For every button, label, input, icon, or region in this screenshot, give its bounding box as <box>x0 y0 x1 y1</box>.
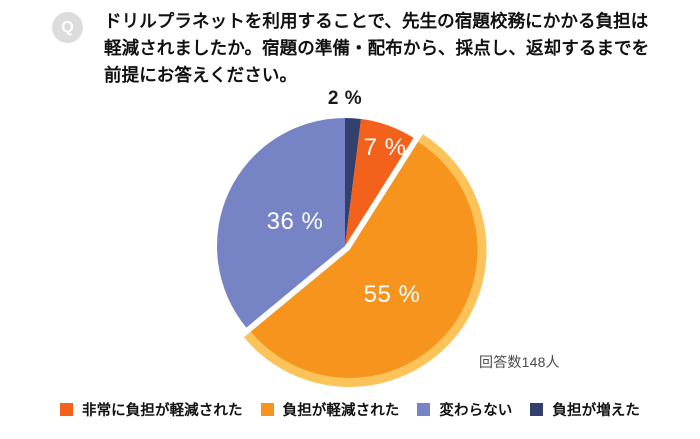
pie-slice-3[interactable] <box>216 118 345 328</box>
pie-slice-label-1: 7 % <box>363 134 407 161</box>
legend-swatch-icon-1 <box>59 402 73 416</box>
question-text: ドリルプラネットを利用することで、先生の宿題校務にかかる負担は 軽減されましたか… <box>104 11 650 85</box>
pie-slice-4[interactable] <box>345 118 362 246</box>
question-header: Q ドリルプラネットを利用することで、先生の宿題校務にかかる負担は 軽減されまし… <box>0 0 700 100</box>
legend-swatch-icon-3 <box>417 402 431 416</box>
legend-item-2[interactable]: 負担が軽減された <box>260 399 400 420</box>
pie-slice-label-2: 55 % <box>363 281 421 308</box>
legend-label-2: 負担が軽減された <box>282 402 400 419</box>
chart-legend: 非常に負担が軽減された 負担が軽減された 変わらない 負担が増えた <box>0 396 700 422</box>
legend-swatch-icon-2 <box>260 402 274 416</box>
pie-slices <box>216 118 487 387</box>
legend-item-1[interactable]: 非常に負担が軽減された <box>59 399 243 420</box>
legend-item-4[interactable]: 負担が増えた <box>530 399 640 420</box>
legend-item-3[interactable]: 変わらない <box>417 399 512 420</box>
pie-slice-label-4: 2 % <box>327 88 363 109</box>
pie-chart-svg <box>216 118 487 387</box>
legend-label-4: 負担が増えた <box>552 402 641 419</box>
respondents-count: 回答数148人 <box>479 354 560 370</box>
pie-chart: 2 % 7 % 55 % 36 % 回答数148人 <box>0 86 700 390</box>
pie-slice-1[interactable] <box>345 119 414 246</box>
legend-label-3: 変わらない <box>439 402 513 419</box>
question-badge-icon: Q <box>52 12 83 43</box>
pie-slice-label-3: 36 % <box>266 208 324 235</box>
pie-slice-2[interactable] <box>250 141 478 378</box>
legend-swatch-icon-4 <box>530 402 544 416</box>
legend-label-1: 非常に負担が軽減された <box>81 402 243 419</box>
